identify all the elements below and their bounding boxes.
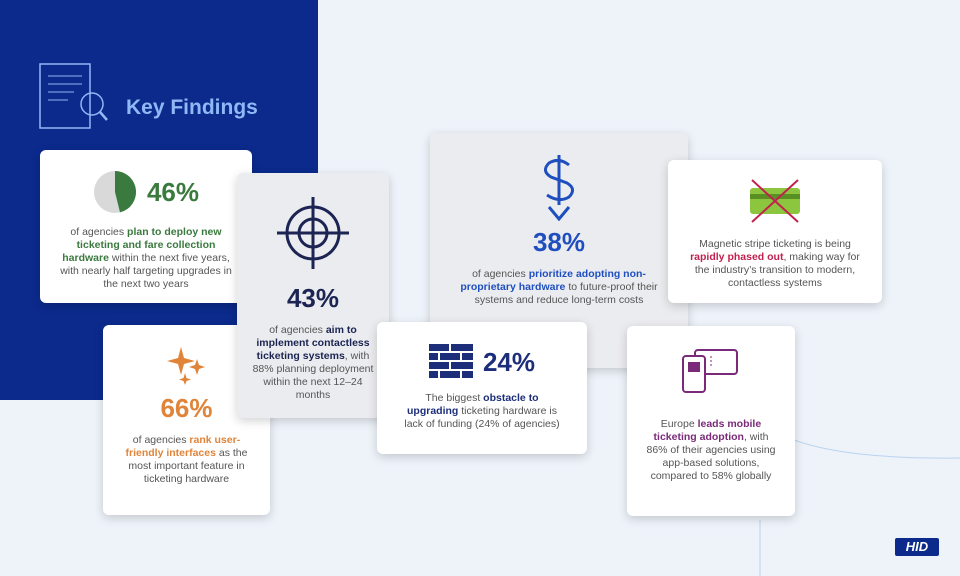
emphasis: rapidly phased out (690, 251, 784, 263)
text-run: of agencies (472, 268, 529, 280)
description: of agencies prioritize adopting non-prop… (460, 268, 658, 307)
text-run: to future-proof their systems and reduce… (474, 281, 658, 306)
emphasis: aim to implement contactless ticketing s… (256, 324, 370, 362)
description: of agencies plan to deploy new ticketing… (52, 226, 240, 291)
text-run: , making way for the industry’s transiti… (694, 251, 860, 289)
stat-card: 24% The biggest obstacle to upgrading ti… (377, 322, 587, 454)
card-icon (750, 179, 800, 223)
emphasis: leads mobile ticketing adoption (653, 418, 762, 443)
emphasis: obstacle to upgrading (407, 392, 539, 417)
pie-icon (93, 171, 136, 213)
text-run: , with 88% planning deployment within th… (252, 350, 374, 401)
stat: 46% (146, 176, 200, 207)
stat-card: Magnetic stripe ticketing is being rapid… (668, 160, 882, 303)
description: of agencies rank user-friendly interface… (115, 434, 258, 486)
text-run: ticketing hardware is lack of funding (2… (404, 405, 560, 430)
text-run: Europe (660, 418, 698, 430)
text-run: within the next five years, with nearly … (60, 252, 232, 290)
text-run: , with 86% of their agencies using app-b… (646, 431, 776, 482)
stat: 66% (160, 393, 213, 423)
text-run: of agencies (132, 434, 190, 446)
text-run: as the most important feature in ticketi… (128, 447, 248, 485)
description: Magnetic stripe ticketing is being rapid… (690, 238, 860, 290)
stat-card: 43% of agencies aim to implement contact… (237, 173, 389, 418)
stat-card: Europe leads mobile ticketing adoption, … (627, 326, 795, 516)
description: The biggest obstacle to upgrading ticket… (399, 392, 565, 431)
description: of agencies aim to implement contactless… (249, 324, 377, 402)
title: Key Findings (126, 96, 258, 119)
description: Europe leads mobile ticketing adoption, … (643, 418, 779, 483)
text-run: Magnetic stripe ticketing is being (699, 238, 851, 250)
stat: 24% (482, 346, 536, 377)
stat: 38% (532, 227, 586, 257)
report-icon (39, 63, 108, 129)
text-run: of agencies (70, 226, 128, 238)
wall-icon (428, 344, 473, 378)
emphasis: plan to deploy new ticketing and fare co… (62, 226, 222, 264)
target-icon (277, 197, 349, 269)
ticket-icon (682, 349, 738, 393)
text-run: of agencies (269, 324, 326, 336)
emphasis: rank user-friendly interfaces (125, 434, 241, 459)
sparkle-icon (166, 347, 205, 385)
emphasis: prioritize adopting non-proprietary hard… (460, 268, 646, 293)
logo: HID (895, 538, 939, 556)
text-run: The biggest (425, 392, 484, 404)
stat: 43% (286, 283, 340, 313)
stat-card: 46% of agencies plan to deploy new ticke… (40, 150, 252, 303)
dollar-icon (544, 155, 574, 221)
